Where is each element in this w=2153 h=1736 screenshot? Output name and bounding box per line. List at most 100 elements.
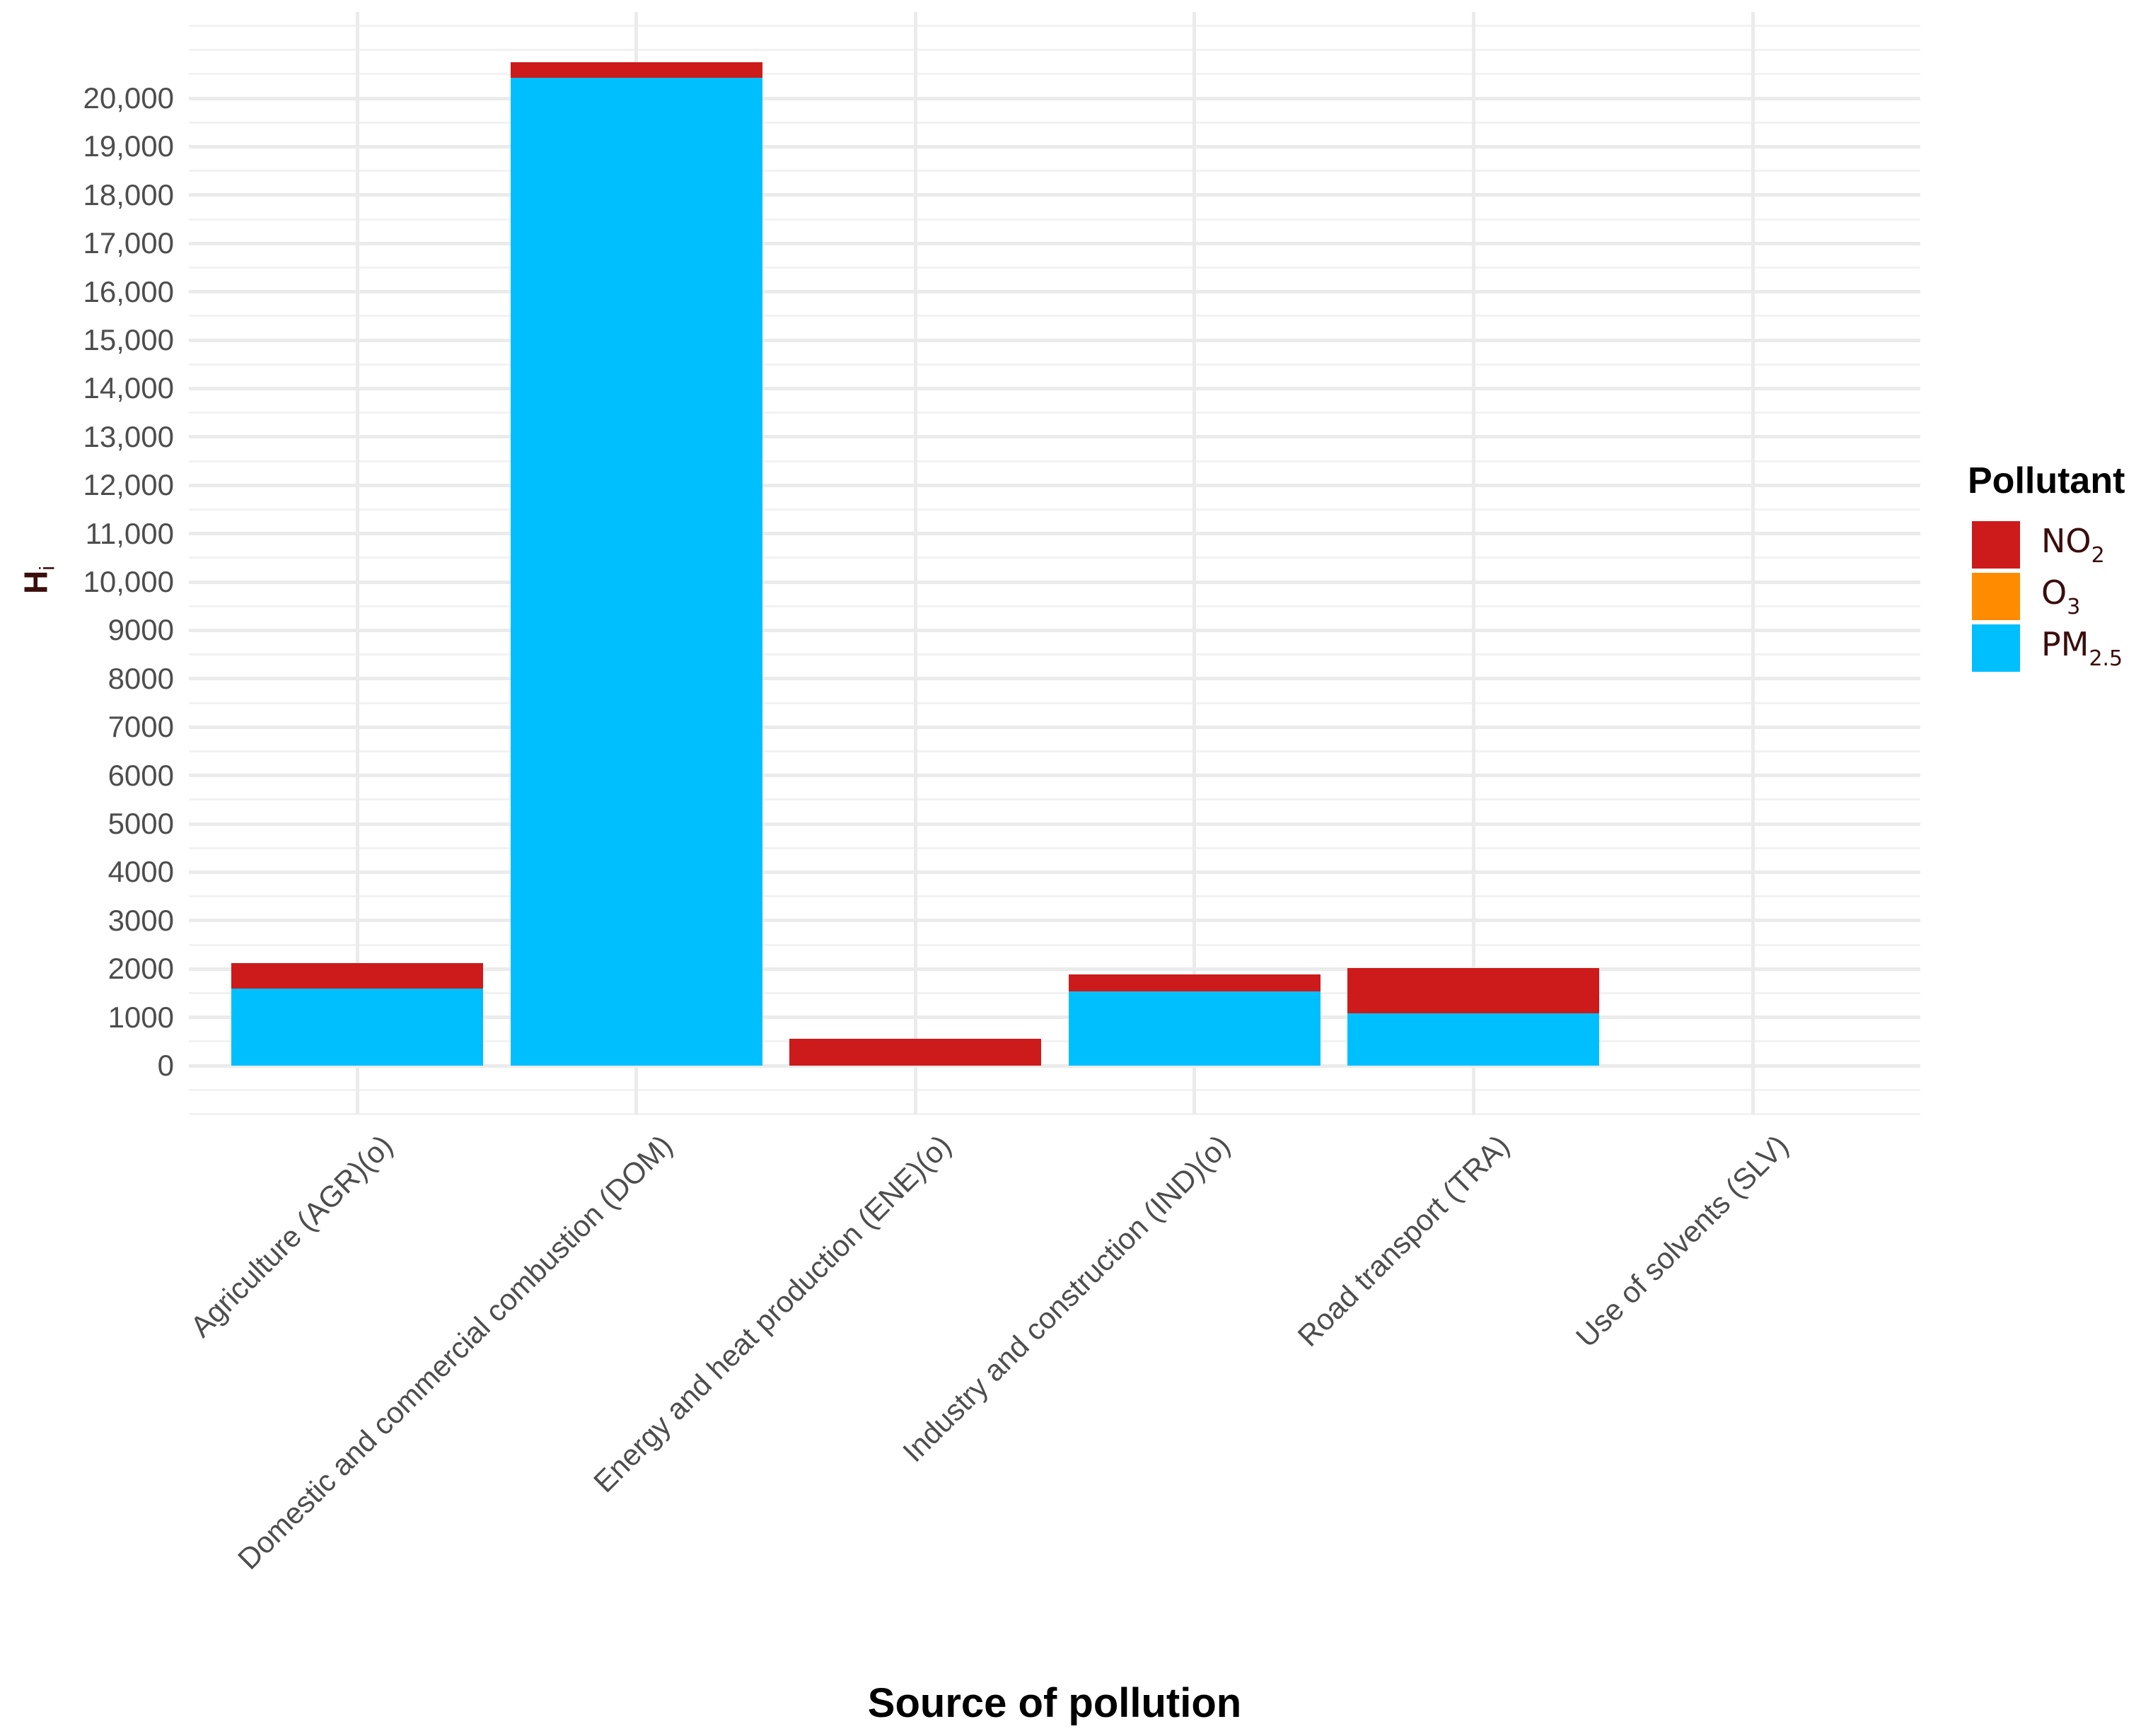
y-tick-label: 12,000	[83, 468, 174, 502]
bar-segment	[510, 78, 762, 1066]
legend-label: O3	[2041, 573, 2081, 619]
major-gridline	[189, 580, 1920, 584]
minor-gridline	[189, 508, 1920, 511]
major-gridline	[189, 677, 1920, 681]
vertical-gridline	[913, 12, 917, 1114]
legend-items: NO2 O3 PM2.5	[1968, 519, 2125, 674]
major-gridline	[189, 144, 1920, 148]
y-tick-label: 20,000	[83, 81, 174, 115]
y-tick-label: 19,000	[83, 129, 174, 163]
major-gridline	[189, 870, 1920, 874]
legend-item-no2: NO2	[1968, 519, 2125, 571]
legend-swatch	[1972, 573, 2020, 620]
major-gridline	[189, 967, 1920, 971]
bar-segment	[1068, 991, 1321, 1066]
legend-swatch	[1972, 624, 2020, 672]
y-tick-label: 13,000	[83, 419, 174, 453]
bar-segment	[1068, 974, 1321, 992]
bar-segment	[231, 989, 483, 1066]
vertical-gridline	[1751, 12, 1755, 1114]
x-tick-label: Use of solvents (SLV)	[1569, 1128, 1795, 1354]
y-tick-label: 6000	[108, 758, 174, 792]
y-tick-label: 17,000	[83, 226, 174, 260]
major-gridline	[189, 532, 1920, 536]
major-gridline	[189, 386, 1920, 390]
minor-gridline	[189, 460, 1920, 462]
vertical-gridline	[355, 12, 359, 1114]
y-axis-ticks: 0 1000 2000 3000 4000 5000 6000 7000 8000 9000 10,…	[0, 0, 177, 1736]
bar-segment	[231, 962, 483, 989]
vertical-gridline	[1192, 12, 1197, 1114]
y-tick-label: 14,000	[83, 371, 174, 405]
minor-gridline	[189, 943, 1920, 946]
major-gridline	[189, 1064, 1920, 1068]
major-gridline	[189, 1015, 1920, 1020]
major-gridline	[189, 338, 1920, 342]
y-tick-label: 16,000	[83, 274, 174, 308]
y-tick-label: 2000	[108, 952, 174, 986]
legend-item-pm25: PM2.5	[1968, 622, 2125, 674]
y-tick-label: 11,000	[85, 516, 174, 550]
y-tick-label: 18,000	[83, 177, 174, 211]
minor-gridline	[189, 73, 1920, 76]
minor-gridline	[189, 266, 1920, 269]
major-gridline	[189, 628, 1920, 632]
y-axis-title-subscript: i	[35, 566, 59, 571]
minor-gridline	[189, 218, 1920, 221]
minor-gridline	[189, 653, 1920, 656]
minor-gridline	[189, 701, 1920, 704]
minor-gridline	[189, 1088, 1920, 1091]
major-gridline	[189, 290, 1920, 294]
x-axis-title: Source of pollution	[867, 1680, 1242, 1726]
minor-gridline	[189, 895, 1920, 898]
major-gridline	[189, 725, 1920, 729]
minor-gridline	[189, 49, 1920, 52]
minor-gridline	[189, 121, 1920, 124]
legend-label: NO2	[2041, 522, 2105, 568]
minor-gridline	[189, 315, 1920, 318]
y-tick-label: 4000	[108, 855, 174, 889]
legend-label: PM2.5	[2041, 625, 2123, 671]
minor-gridline	[189, 750, 1920, 752]
bar-segment	[1347, 1013, 1600, 1066]
y-tick-label: 10,000	[83, 565, 174, 598]
major-gridline	[189, 96, 1920, 100]
minor-gridline	[189, 1040, 1920, 1043]
minor-gridline	[189, 846, 1920, 849]
minor-gridline	[189, 991, 1920, 994]
x-tick-label: Domestic and commercial combustion (DOM)	[231, 1128, 678, 1576]
legend: Pollutant NO2 O3 PM2.5	[1968, 460, 2125, 674]
legend-swatch	[1972, 521, 2020, 569]
x-tick-label: Agriculture (AGR)(o)	[183, 1128, 399, 1344]
major-gridline	[189, 241, 1920, 245]
major-gridline	[189, 193, 1920, 197]
y-tick-label: 9000	[108, 613, 174, 647]
legend-title: Pollutant	[1968, 460, 2125, 501]
vertical-gridline	[1471, 12, 1475, 1114]
bar-segment	[789, 1038, 1042, 1066]
major-gridline	[189, 774, 1920, 778]
y-axis-title: Hi	[16, 552, 59, 608]
legend-item-o3: O3	[1968, 571, 2125, 622]
y-axis-title-main: H	[17, 570, 54, 594]
major-gridline	[189, 435, 1920, 439]
y-tick-label: 8000	[108, 661, 174, 695]
minor-gridline	[189, 170, 1920, 173]
y-tick-label: 1000	[108, 1000, 174, 1034]
minor-gridline	[189, 798, 1920, 801]
y-tick-label: 15,000	[83, 323, 174, 356]
minor-gridline	[189, 557, 1920, 559]
minor-gridline	[189, 363, 1920, 366]
y-tick-label: 3000	[108, 903, 174, 937]
minor-gridline	[189, 24, 1920, 27]
bar-segment	[510, 62, 762, 78]
y-tick-label: 5000	[108, 807, 174, 840]
x-tick-label: Road transport (TRA)	[1291, 1128, 1516, 1353]
minor-gridline	[189, 1112, 1920, 1115]
bar-segment	[1347, 967, 1600, 1014]
y-tick-label: 7000	[108, 710, 174, 744]
major-gridline	[189, 919, 1920, 923]
major-gridline	[189, 483, 1920, 487]
major-gridline	[189, 822, 1920, 826]
